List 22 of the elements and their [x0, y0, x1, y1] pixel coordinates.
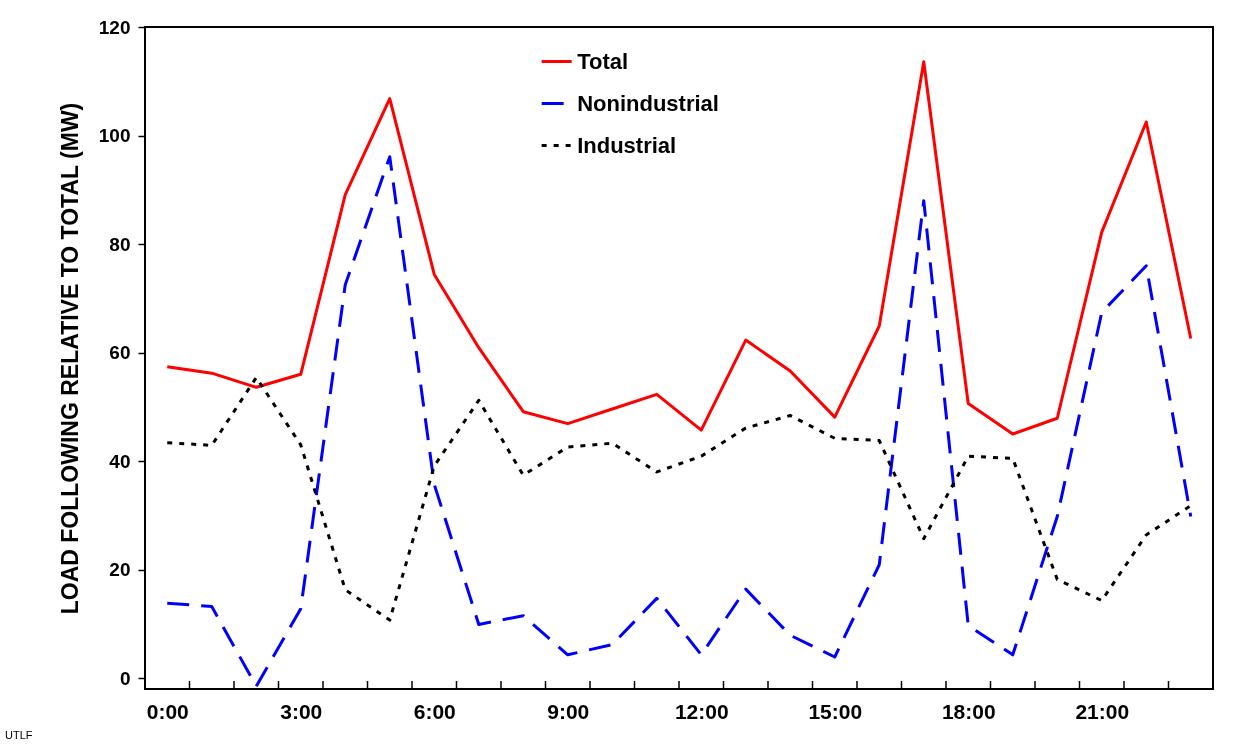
x-tick-label: 3:00	[280, 699, 323, 723]
y-tick-label: 0	[119, 667, 131, 689]
line-series	[165, 376, 1193, 622]
y-tick-label: 120	[98, 16, 131, 38]
x-tick-label: 9:00	[547, 699, 590, 723]
y-tick-label: 20	[109, 559, 131, 581]
y-tick-label: 100	[98, 125, 131, 147]
x-tick-label: 12:00	[674, 699, 729, 723]
legend-label: Nonindustrial	[577, 90, 719, 116]
line-series	[165, 155, 1193, 688]
x-tick-label: 0:00	[146, 699, 189, 723]
x-tick-label: 18:00	[941, 699, 996, 723]
x-tick-label: 21:00	[1075, 699, 1130, 723]
text: UTLF	[5, 729, 33, 741]
y-tick-label: 60	[109, 342, 131, 364]
x-tick-label: 15:00	[808, 699, 863, 723]
y-axis-title: LOAD FOLLOWING RELATIVE TO TOTAL (MW)	[56, 102, 83, 615]
legend-label: Industrial	[577, 132, 677, 158]
x-tick-label: 6:00	[413, 699, 456, 723]
legend-label: Total	[577, 48, 629, 74]
y-tick-label: 80	[109, 233, 131, 255]
y-tick-label: 40	[109, 450, 131, 472]
